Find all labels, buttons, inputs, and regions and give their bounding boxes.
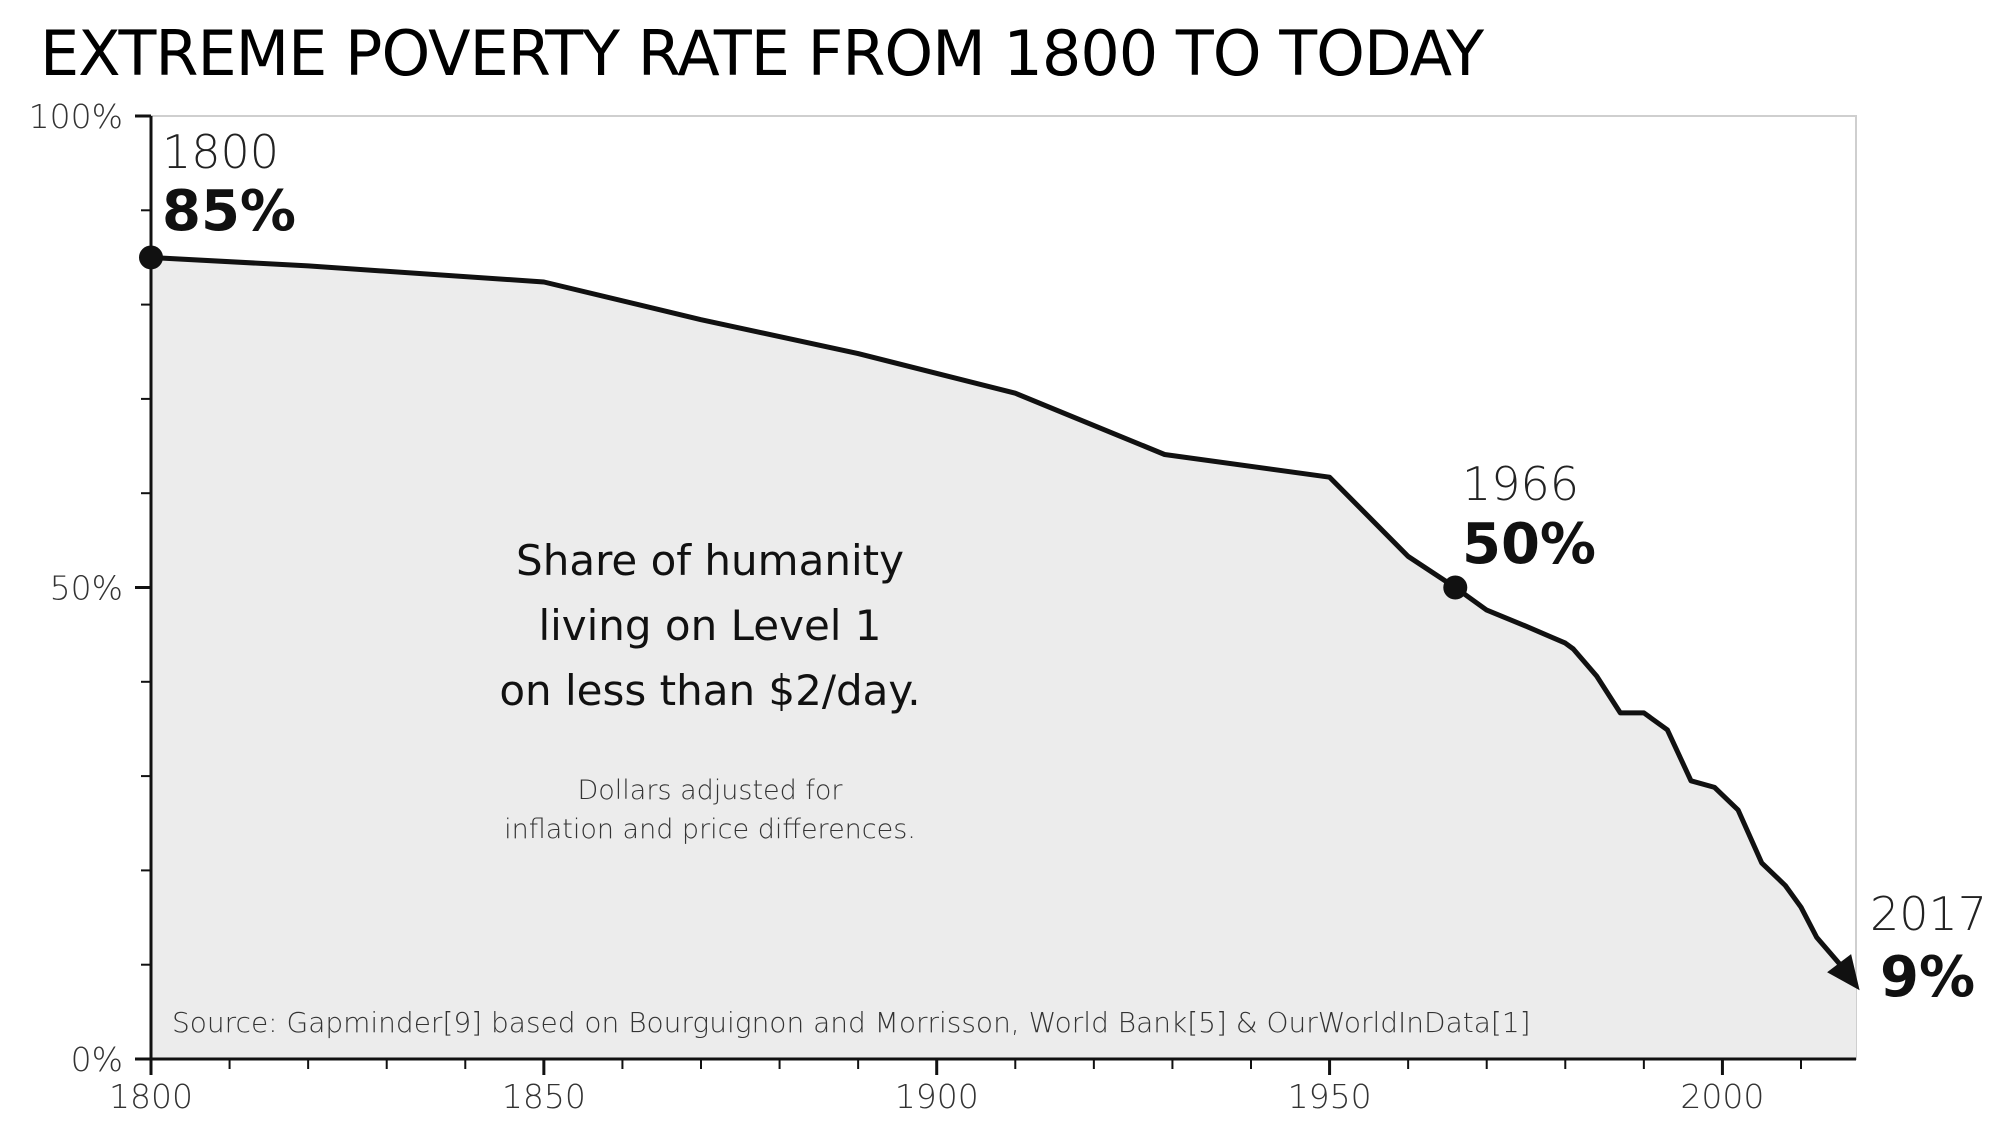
annotation-1800-value: 85% — [162, 179, 296, 244]
series-arrowhead — [1827, 954, 1860, 991]
highlight-point-1966 — [1443, 575, 1468, 600]
annotation-main-line-1: Share of humanity — [516, 536, 904, 585]
highlight-point-1800 — [139, 245, 163, 270]
annotation-main-line-3: on less than $2/day. — [499, 666, 920, 715]
annotation-sub-line-1: Dollars adjusted for — [577, 775, 843, 806]
annotation-2017-year: 2017 — [1870, 887, 1987, 941]
source-note: Source: Gapminder[9] based on Bourguigno… — [172, 1006, 1531, 1039]
x-tick-label: 1900 — [895, 1077, 979, 1116]
annotation-1966-year: 1966 — [1462, 457, 1579, 511]
y-tick-label: 100% — [29, 97, 123, 136]
series-line-path — [148, 255, 1843, 968]
x-tick-label: 1950 — [1288, 1077, 1372, 1116]
plot-area — [150, 115, 1857, 1060]
x-tick-label: 1850 — [502, 1077, 586, 1116]
x-tick-label: 2000 — [1680, 1077, 1764, 1116]
chart-title: EXTREME POVERTY RATE FROM 1800 TO TODAY — [40, 17, 1484, 90]
annotation-sub-line-2: inflation and price differences. — [504, 814, 916, 845]
y-tick-label: 50% — [50, 569, 123, 608]
annotation-2017-value: 9% — [1880, 945, 1975, 1010]
y-tick-label: 0% — [71, 1040, 123, 1079]
annotation-1966-value: 50% — [1462, 512, 1596, 577]
center-annotation: Share of humanity living on Level 1 on l… — [499, 536, 920, 845]
highlight-points — [139, 245, 1468, 600]
x-tick-label: 1800 — [109, 1077, 193, 1116]
annotation-1800-year: 1800 — [162, 125, 279, 179]
highlight-annotations: 1800 85% 1966 50% 2017 9% — [162, 125, 1987, 1010]
ticks: 1800 1850 1900 1950 2000 0% 50% 100% — [29, 97, 1802, 1116]
area-fill — [151, 257, 1856, 1059]
annotation-main-line-2: living on Level 1 — [538, 601, 881, 650]
series-line — [148, 255, 1860, 991]
